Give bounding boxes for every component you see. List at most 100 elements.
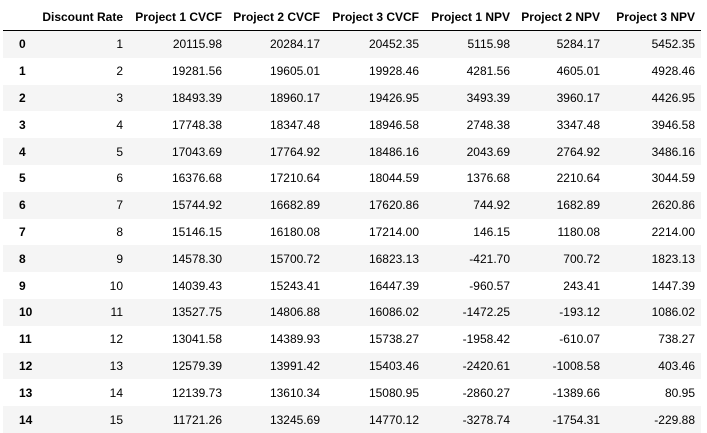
project-3-cvcf-cell: 15080.95 — [368, 385, 419, 400]
row-index: 7 — [19, 224, 26, 239]
project-2-npv-cell: 2210.64 — [556, 171, 600, 186]
project-1-npv-cell: -2420.61 — [462, 358, 510, 373]
row-index: 14 — [19, 412, 33, 427]
project-3-npv-cell: 80.95 — [664, 385, 695, 400]
project-2-cvcf-cell: 14389.93 — [269, 332, 320, 347]
project-2-npv-cell: -193.12 — [559, 305, 600, 320]
dataframe-table: Discount Rate Project 1 CVCF Project 2 C… — [3, 6, 701, 433]
project-1-npv-cell: 1376.68 — [466, 171, 510, 186]
project-1-npv-cell: 5115.98 — [467, 37, 511, 52]
project-3-npv-cell: 1447.39 — [651, 278, 695, 293]
project-2-cvcf-cell: 15700.72 — [269, 251, 320, 266]
project-1-cvcf-cell: 12579.39 — [171, 358, 222, 373]
column-header-project-2-cvcf: Project 2 CVCF — [228, 6, 326, 31]
project-2-npv-cell: 3960.17 — [556, 90, 600, 105]
project-1-cvcf-cell: 17043.69 — [171, 144, 222, 159]
project-1-cvcf-cell: 12139.73 — [171, 385, 222, 400]
project-1-cvcf-cell: 18493.39 — [171, 90, 222, 105]
row-index: 11 — [19, 332, 32, 347]
table-header: Discount Rate Project 1 CVCF Project 2 C… — [3, 6, 701, 31]
project-3-npv-cell: 4426.95 — [651, 90, 695, 105]
project-1-npv-cell: 4281.56 — [466, 64, 510, 79]
project-3-npv-cell: 738.27 — [658, 332, 695, 347]
header-row: Discount Rate Project 1 CVCF Project 2 C… — [3, 6, 701, 31]
project-1-cvcf-cell: 13041.58 — [171, 332, 222, 347]
project-3-cvcf-cell: 16447.39 — [368, 278, 419, 293]
project-1-cvcf-cell: 20115.98 — [172, 37, 222, 52]
project-3-cvcf-cell: 18946.58 — [368, 117, 419, 132]
table-row: 11 12 13041.58 14389.93 15738.27 -1958.42 -610… — [3, 325, 701, 353]
project-2-npv-cell: 700.72 — [563, 251, 600, 266]
project-3-cvcf-cell: 20452.35 — [368, 37, 419, 52]
row-index: 10 — [19, 305, 33, 320]
project-1-cvcf-cell: 15146.15 — [171, 224, 222, 239]
discount-rate-cell: 4 — [116, 117, 123, 132]
project-1-npv-cell: 2748.38 — [466, 117, 510, 132]
table-row: 4 5 17043.69 17764.92 18486.16 2043.69 2764.92… — [3, 138, 701, 165]
table-row: 1 2 19281.56 19605.01 19928.46 4281.56 4605.01… — [3, 57, 701, 85]
project-1-npv-cell: 2043.69 — [466, 144, 510, 159]
column-header-project-3-cvcf: Project 3 CVCF — [326, 6, 425, 31]
project-2-cvcf-cell: 13610.34 — [269, 385, 320, 400]
project-3-cvcf-cell: 18044.59 — [368, 171, 419, 186]
project-3-npv-cell: 3486.16 — [651, 144, 695, 159]
project-3-cvcf-cell: 16086.02 — [368, 305, 419, 320]
project-2-cvcf-cell: 14806.88 — [269, 305, 320, 320]
project-1-npv-cell: -1958.42 — [462, 332, 510, 347]
table-row: 8 9 14578.30 15700.72 16823.13 -421.70 700.72 1… — [3, 245, 701, 273]
project-1-cvcf-cell: 11721.26 — [172, 412, 222, 427]
table-row: 14 15 11721.26 13245.69 14770.12 -3278.74 -175… — [3, 406, 701, 433]
project-1-npv-cell: -421.70 — [469, 251, 510, 266]
project-3-cvcf-cell: 19928.46 — [368, 64, 419, 79]
project-2-cvcf-cell: 18347.48 — [269, 117, 320, 132]
row-index: 3 — [19, 117, 26, 132]
table-row: 0 1 20115.98 20284.17 20452.35 5115.98 5284.17… — [3, 30, 701, 58]
row-index: 8 — [19, 251, 26, 266]
row-index: 13 — [19, 385, 33, 400]
project-3-npv-cell: 1823.13 — [651, 251, 695, 266]
discount-rate-cell: 7 — [116, 198, 123, 213]
project-1-cvcf-cell: 15744.92 — [171, 198, 222, 213]
column-header-project-3-npv: Project 3 NPV — [606, 6, 701, 31]
discount-rate-cell: 13 — [109, 358, 123, 373]
project-2-npv-cell: -1754.31 — [552, 412, 600, 427]
row-index: 12 — [19, 358, 33, 373]
project-3-cvcf-cell: 16823.13 — [368, 251, 419, 266]
table-row: 3 4 17748.38 18347.48 18946.58 2748.38 3347.48… — [3, 111, 701, 139]
project-1-cvcf-cell: 17748.38 — [171, 117, 222, 132]
project-1-cvcf-cell: 13527.75 — [171, 305, 222, 320]
project-1-cvcf-cell: 14039.43 — [171, 278, 222, 293]
project-2-cvcf-cell: 15243.41 — [269, 278, 320, 293]
project-3-npv-cell: 3044.59 — [651, 171, 695, 186]
column-header-project-1-npv: Project 1 NPV — [425, 6, 516, 31]
project-2-npv-cell: 1180.08 — [557, 224, 601, 239]
row-index: 6 — [19, 198, 26, 213]
project-1-cvcf-cell: 16376.68 — [171, 171, 222, 186]
project-2-npv-cell: 4605.01 — [556, 64, 600, 79]
project-2-npv-cell: -1389.66 — [552, 385, 600, 400]
project-2-npv-cell: 5284.17 — [556, 37, 600, 52]
discount-rate-cell: 9 — [116, 251, 123, 266]
project-2-npv-cell: 243.41 — [563, 278, 600, 293]
project-2-cvcf-cell: 17210.64 — [269, 171, 320, 186]
discount-rate-cell: 6 — [116, 171, 123, 186]
project-2-npv-cell: -1008.58 — [552, 358, 600, 373]
table-row: 9 10 14039.43 15243.41 16447.39 -960.57 243.41… — [3, 272, 701, 299]
project-3-npv-cell: 4928.46 — [651, 64, 695, 79]
row-index: 0 — [19, 37, 26, 52]
row-index: 5 — [19, 171, 26, 186]
project-3-npv-cell: -229.88 — [654, 412, 695, 427]
project-2-cvcf-cell: 16180.08 — [269, 224, 320, 239]
project-2-npv-cell: 2764.92 — [556, 144, 600, 159]
project-1-npv-cell: -2860.27 — [462, 385, 510, 400]
project-3-npv-cell: 2620.86 — [651, 198, 695, 213]
table-row: 2 3 18493.39 18960.17 19426.95 3493.39 3960.17… — [3, 84, 701, 112]
table-row: 13 14 12139.73 13610.34 15080.95 -2860.27 -138… — [3, 379, 701, 407]
discount-rate-cell: 14 — [109, 385, 123, 400]
project-2-cvcf-cell: 17764.92 — [269, 144, 320, 159]
project-3-cvcf-cell: 17214.00 — [368, 224, 419, 239]
column-header-discount-rate: Discount Rate — [39, 6, 129, 31]
project-3-npv-cell: 403.46 — [658, 358, 695, 373]
project-2-cvcf-cell: 20284.17 — [269, 37, 320, 52]
